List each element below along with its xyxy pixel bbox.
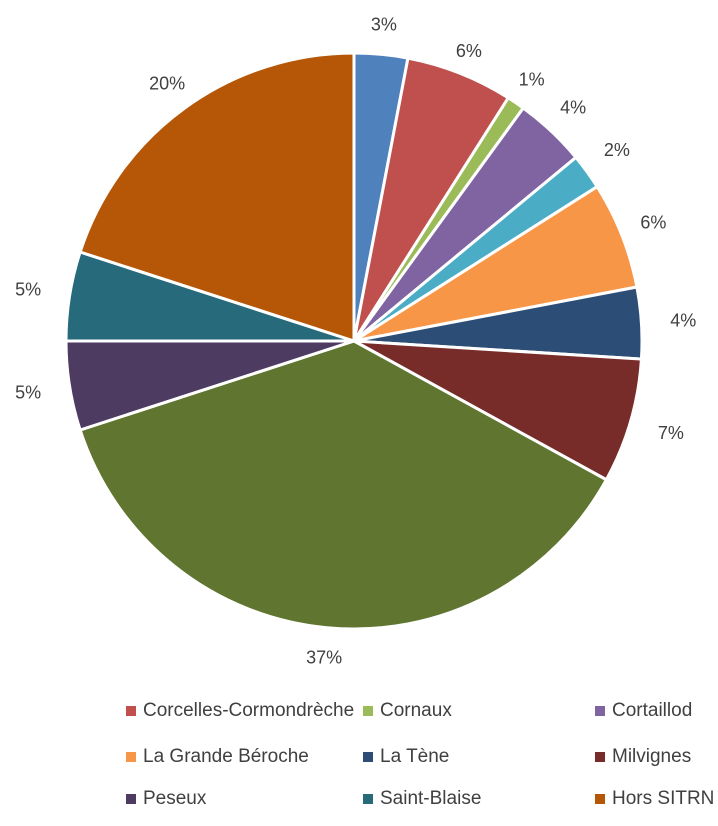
slice-label-1: 3% xyxy=(371,14,397,34)
slice-label-9: 37% xyxy=(306,648,342,668)
legend-item: La Grande Béroche xyxy=(126,746,309,768)
pie-slices xyxy=(64,51,644,631)
legend-item: Hors SITRN xyxy=(595,788,714,810)
legend-item: Milvignes xyxy=(595,746,691,768)
slice-label-4: 4% xyxy=(560,98,586,118)
legend-item: Cornaux xyxy=(363,700,452,722)
legend-swatch xyxy=(126,706,136,716)
legend-label: La Grande Béroche xyxy=(143,746,309,767)
legend-swatch xyxy=(595,794,605,804)
legend-label: Saint-Blaise xyxy=(380,788,482,809)
legend-swatch xyxy=(363,752,373,762)
slice-label-5: 2% xyxy=(604,140,630,160)
legend-item: Cortaillod xyxy=(595,700,692,722)
legend-label: Corcelles-Cormondrèche xyxy=(143,700,355,721)
legend-swatch xyxy=(126,752,136,762)
pie-slice-8 xyxy=(352,339,643,482)
slice-label-3: 1% xyxy=(519,70,545,90)
legend-swatch xyxy=(126,794,136,804)
pie-slice-12 xyxy=(78,51,356,343)
slice-label-11: 5% xyxy=(15,279,41,299)
slice-label-7: 4% xyxy=(670,310,696,330)
legend-label: Cortaillod xyxy=(612,700,693,721)
chart-legend: Corcelles-Cormondrèche Cornaux Cortaillod L… xyxy=(0,690,718,826)
legend-label: Milvignes xyxy=(612,746,692,767)
slice-label-10: 5% xyxy=(15,383,41,403)
pie-data-labels: 3% 6% 1% 4% 2% 6% 4% 7% 37% 5% 5% 20% xyxy=(15,14,696,667)
slice-label-2: 6% xyxy=(456,41,482,61)
pie-chart: 3% 6% 1% 4% 2% 6% 4% 7% 37% 5% 5% 20% xyxy=(15,14,696,667)
legend-swatch xyxy=(363,706,373,716)
slice-label-6: 6% xyxy=(640,213,666,233)
legend-swatch xyxy=(595,752,605,762)
legend-item: Corcelles-Cormondrèche xyxy=(126,700,354,722)
slice-label-8: 7% xyxy=(658,423,684,443)
legend-item: La Tène xyxy=(363,746,449,768)
legend-label: Hors SITRN xyxy=(612,788,715,809)
legend-label: Peseux xyxy=(143,788,207,809)
legend-label: Cornaux xyxy=(380,700,452,721)
pie-slice-9 xyxy=(78,339,608,631)
legend-swatch xyxy=(595,706,605,716)
legend-swatch xyxy=(363,794,373,804)
legend-label: La Tène xyxy=(380,746,450,767)
slice-label-12: 20% xyxy=(149,74,185,94)
legend-item: Peseux xyxy=(126,788,206,810)
legend-item: Saint-Blaise xyxy=(363,788,481,810)
